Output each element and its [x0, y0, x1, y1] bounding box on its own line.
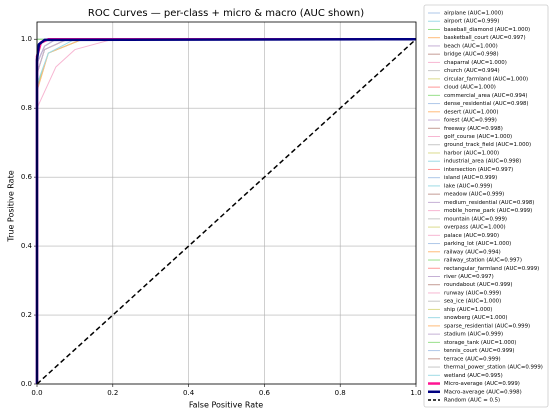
- chart-title: ROC Curves — per-class + micro & macro (…: [88, 8, 364, 19]
- roc-curve: [36, 38, 417, 385]
- legend-label: roundabout (AUC=0.999): [444, 282, 512, 288]
- y-tick-label: 0.2: [21, 311, 32, 319]
- legend-label: Random (AUC = 0.5): [444, 398, 500, 404]
- legend-label: island (AUC=0.999): [444, 175, 497, 181]
- legend-label: industrial_area (AUC=0.998): [444, 159, 521, 165]
- legend-label: golf_course (AUC=1.000): [444, 134, 512, 140]
- legend-label: freeway (AUC=0.998): [444, 126, 503, 132]
- y-tick-label: 0.6: [21, 173, 33, 181]
- y-tick-label: 0.0: [21, 380, 32, 388]
- legend-label: palace (AUC=0.990): [444, 233, 499, 239]
- legend-label: mountain (AUC=0.999): [444, 216, 507, 222]
- y-tick-label: 0.4: [21, 242, 33, 250]
- legend-label: rectangular_farmland (AUC=0.999): [444, 266, 539, 272]
- legend-label: medium_residential (AUC=0.998): [444, 200, 534, 206]
- y-tick-label: 0.8: [21, 104, 32, 112]
- legend-label: wetland (AUC=0.995): [444, 373, 503, 379]
- legend-label: Macro-average (AUC=0.998): [444, 389, 522, 395]
- legend-label: basketball_court (AUC=0.997): [444, 35, 526, 41]
- legend-label: chaparral (AUC=1.000): [444, 60, 507, 66]
- legend-label: sparse_residential (AUC=0.999): [444, 323, 530, 329]
- legend-label: tennis_court (AUC=0.999): [444, 348, 515, 354]
- legend-label: storage_tank (AUC=1.000): [444, 340, 516, 346]
- legend-label: forest (AUC=0.999): [444, 118, 497, 124]
- x-tick-label: 0.2: [107, 389, 118, 397]
- legend-label: harbor (AUC=1.000): [444, 150, 499, 156]
- legend-label: sea_ice (AUC=1.000): [444, 299, 501, 305]
- legend-label: meadow (AUC=0.999): [444, 192, 504, 198]
- legend-label: dense_residential (AUC=0.998): [444, 101, 529, 107]
- legend-label: commercial_area (AUC=0.994): [444, 93, 527, 99]
- legend-label: intersection (AUC=0.997): [444, 167, 513, 173]
- legend-label: ground_track_field (AUC=1.000): [444, 142, 531, 148]
- legend-label: runway (AUC=0.999): [444, 290, 501, 296]
- y-tick-label: 1.0: [21, 35, 32, 43]
- legend-label: snowberg (AUC=1.000): [444, 315, 507, 321]
- legend-label: circular_farmland (AUC=1.000): [444, 76, 528, 82]
- legend-label: river (AUC=0.997): [444, 274, 494, 280]
- x-tick-label: 0.8: [335, 389, 346, 397]
- x-axis-label: False Positive Rate: [189, 401, 263, 410]
- legend-label: baseball_diamond (AUC=1.000): [444, 27, 530, 33]
- legend-label: parking_lot (AUC=1.000): [444, 241, 511, 247]
- legend-label: lake (AUC=0.999): [444, 183, 492, 189]
- x-tick-label: 1.0: [410, 389, 421, 397]
- x-tick-label: 0.6: [259, 389, 271, 397]
- legend-label: overpass (AUC=1.000): [444, 225, 506, 231]
- legend-label: thermal_power_station (AUC=0.999): [444, 365, 543, 371]
- plot-frame: [36, 21, 417, 385]
- legend-box: [423, 4, 549, 408]
- legend-label: cloud (AUC=1.000): [444, 85, 496, 91]
- legend-label: railway_station (AUC=0.997): [444, 258, 522, 264]
- legend-label: airplane (AUC=1.000): [444, 11, 503, 17]
- legend-label: church (AUC=0.994): [444, 68, 500, 74]
- legend-label: mobile_home_park (AUC=0.999): [444, 208, 532, 214]
- x-tick-label: 0.0: [31, 389, 42, 397]
- legend-label: ship (AUC=1.000): [444, 307, 492, 313]
- x-tick-label: 0.4: [183, 389, 195, 397]
- legend-label: railway (AUC=0.994): [444, 249, 501, 255]
- legend-label: bridge (AUC=0.998): [444, 52, 499, 58]
- legend-label: stadium (AUC=0.999): [444, 332, 503, 338]
- legend-label: airport (AUC=0.999): [444, 19, 499, 25]
- legend-label: desert (AUC=1.000): [444, 109, 498, 115]
- y-axis-label: True Positive Rate: [7, 170, 16, 242]
- legend-label: Micro-average (AUC=0.999): [444, 381, 520, 387]
- legend-label: beach (AUC=1.000): [444, 43, 498, 49]
- legend-label: terrace (AUC=0.999): [444, 356, 501, 362]
